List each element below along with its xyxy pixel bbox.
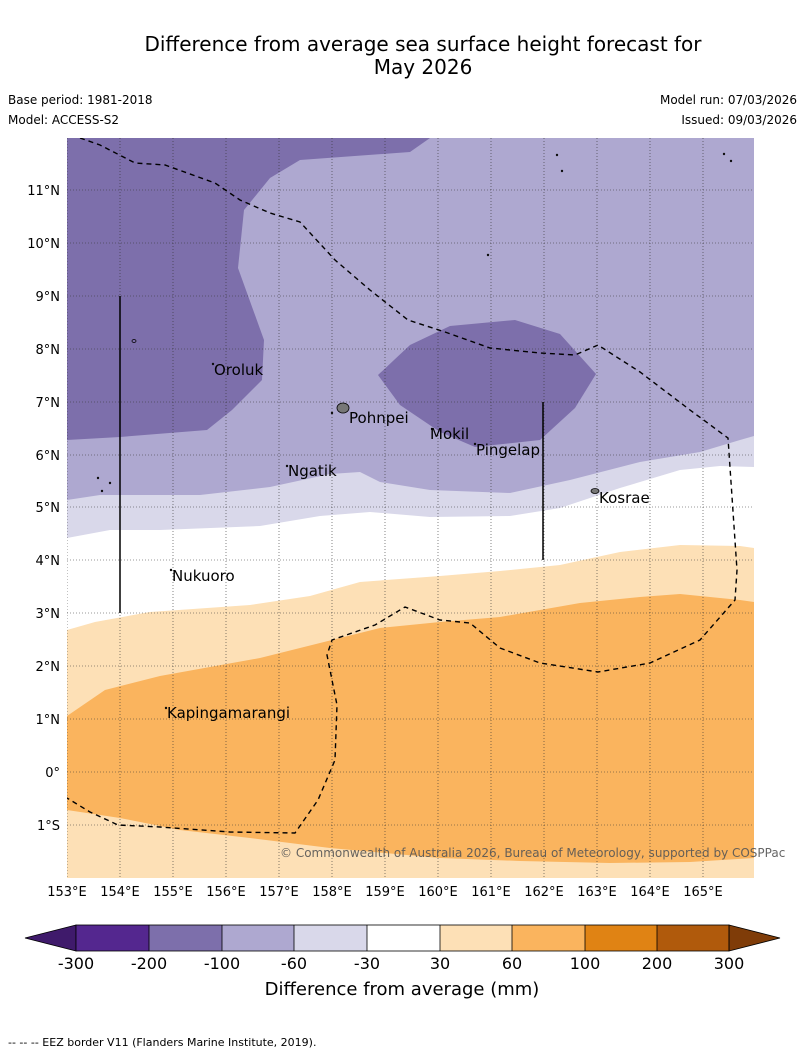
place-label: Pohnpei	[349, 409, 409, 427]
colorbar-arrow-high	[728, 924, 781, 952]
place-label: Kapingamarangi	[167, 704, 290, 722]
lon-label: 164°E	[630, 885, 670, 900]
colorbar: -300 -200 -100 -60 -30 30 60 100 200 300…	[24, 924, 781, 1000]
colorbar-segment	[585, 925, 657, 951]
lat-label: 1°S	[37, 819, 60, 834]
lat-label: 1°N	[36, 713, 61, 728]
colorbar-tick: 60	[502, 954, 522, 973]
colorbar-segment	[76, 925, 149, 951]
colorbar-tick: 100	[570, 954, 601, 973]
lat-label: 11°N	[27, 184, 60, 199]
model-name: Model: ACCESS-S2	[8, 113, 120, 127]
colorbar-tick-labels: -300 -200 -100 -60 -30 30 60 100 200 300	[58, 954, 744, 973]
lat-label: 10°N	[27, 237, 60, 252]
band-minus200-minus100-west	[67, 138, 430, 440]
colorbar-tick: 300	[714, 954, 745, 973]
title-line-1: Difference from average sea surface heig…	[144, 32, 702, 56]
colorbar-tick: -30	[354, 954, 380, 973]
place-label: Mokil	[430, 425, 469, 443]
place-labels: Oroluk Pohnpei Mokil Pingelap Ngatik Kos…	[167, 361, 650, 722]
lat-label: 9°N	[36, 290, 61, 305]
lon-label: 158°E	[312, 885, 352, 900]
lon-label: 154°E	[100, 885, 140, 900]
lat-label: 0°	[45, 766, 60, 781]
colorbar-tick: 30	[430, 954, 450, 973]
issued-date: Issued: 09/03/2026	[681, 113, 797, 127]
lat-label: 6°N	[36, 449, 61, 464]
colorbar-segment	[222, 925, 294, 951]
chart-title: Difference from average sea surface heig…	[0, 33, 804, 79]
pohnpei-island	[336, 402, 350, 414]
colorbar-segment	[294, 925, 367, 951]
lat-gridlines	[67, 189, 754, 826]
lat-label: 5°N	[36, 501, 61, 516]
place-label: Nukuoro	[172, 567, 235, 585]
lon-label: 160°E	[418, 885, 458, 900]
colorbar-outline	[75, 924, 730, 952]
lon-label: 157°E	[259, 885, 299, 900]
lon-label: 156°E	[206, 885, 246, 900]
longitude-labels: 153°E 154°E 155°E 156°E 157°E 158°E 159°…	[47, 885, 723, 900]
colorbar-label: Difference from average (mm)	[265, 979, 540, 1000]
lon-label: 159°E	[365, 885, 405, 900]
lon-label: 165°E	[683, 885, 723, 900]
lon-label: 153°E	[47, 885, 87, 900]
lat-label: 4°N	[36, 554, 61, 569]
eez-footnote: -- -- -- EEZ border V11 (Flanders Marine…	[8, 1036, 317, 1049]
place-label: Oroluk	[214, 361, 263, 379]
copyright-notice: © Commonwealth of Australia 2026, Bureau…	[280, 846, 785, 860]
lat-label: 2°N	[36, 660, 61, 675]
colorbar-segment	[149, 925, 222, 951]
map-area	[67, 138, 754, 878]
lat-label: 3°N	[36, 607, 61, 622]
colorbar-segment	[367, 925, 440, 951]
colorbar-segment	[440, 925, 512, 951]
islands	[96, 152, 733, 710]
base-period: Base period: 1981-2018	[8, 93, 153, 107]
colorbar-segment	[512, 925, 585, 951]
lon-label: 162°E	[524, 885, 564, 900]
kosrae-island	[590, 488, 600, 494]
band-plus60-plus100	[67, 594, 754, 863]
colorbar-tick: 200	[642, 954, 673, 973]
lon-label: 163°E	[577, 885, 617, 900]
lon-label: 155°E	[153, 885, 193, 900]
colorbar-arrow-low	[24, 924, 77, 952]
latitude-labels: 11°N 10°N 9°N 8°N 7°N 6°N 5°N 4°N 3°N 2°…	[27, 184, 60, 834]
place-label: Ngatik	[288, 462, 337, 480]
atoll-marker	[131, 339, 137, 343]
lat-label: 8°N	[36, 343, 61, 358]
band-minus200-minus100-central	[378, 320, 596, 447]
place-label: Pingelap	[476, 441, 540, 459]
lon-label: 161°E	[471, 885, 511, 900]
place-label: Kosrae	[599, 489, 650, 507]
lat-label: 7°N	[36, 396, 61, 411]
model-run: Model run: 07/03/2026	[659, 93, 797, 107]
colorbar-tick: -300	[58, 954, 94, 973]
colorbar-dividers	[148, 925, 658, 951]
colorbar-tick: -200	[131, 954, 167, 973]
colorbar-segment	[657, 925, 729, 951]
colorbar-tick: -60	[281, 954, 307, 973]
title-line-2: May 2026	[373, 55, 473, 79]
colorbar-tick: -100	[204, 954, 240, 973]
eez-borders	[67, 138, 738, 834]
